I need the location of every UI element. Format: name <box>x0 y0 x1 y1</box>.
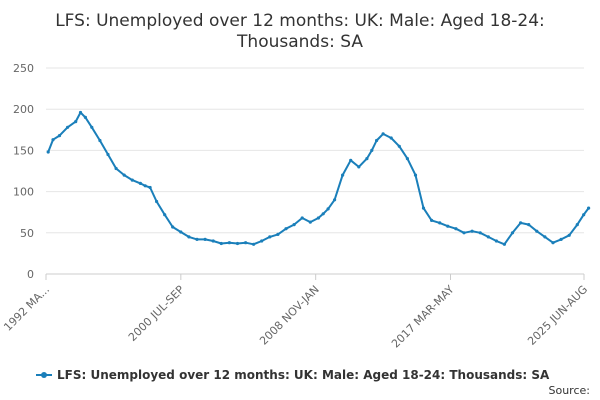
grid-lines <box>46 67 584 234</box>
data-point[interactable] <box>527 223 531 227</box>
chart-title-line-1: LFS: Unemployed over 12 months: UK: Male… <box>55 11 545 31</box>
data-point[interactable] <box>454 227 458 231</box>
data-point[interactable] <box>381 132 385 136</box>
data-point[interactable] <box>114 166 118 171</box>
data-point[interactable] <box>438 221 442 225</box>
data-point[interactable] <box>370 148 374 152</box>
data-point[interactable] <box>543 235 547 239</box>
source-label[interactable]: Source: <box>549 384 591 397</box>
data-point[interactable] <box>155 199 159 204</box>
data-point[interactable] <box>122 173 126 177</box>
data-point[interactable] <box>519 221 523 225</box>
data-point[interactable] <box>375 138 379 143</box>
data-point[interactable] <box>535 229 539 233</box>
data-point[interactable] <box>316 216 320 220</box>
data-point[interactable] <box>587 206 591 210</box>
data-point[interactable] <box>559 237 563 241</box>
data-point[interactable] <box>268 235 272 239</box>
data-point[interactable] <box>300 216 304 220</box>
data-point[interactable] <box>106 152 110 157</box>
data-point[interactable] <box>74 120 78 124</box>
data-point[interactable] <box>179 230 183 234</box>
data-point[interactable] <box>421 206 426 210</box>
x-tick-label-4: 2025 JUN-AUG <box>525 283 590 348</box>
chart-title-line-2: Thousands: SA <box>236 32 363 52</box>
data-point[interactable] <box>252 242 256 246</box>
data-point[interactable] <box>405 157 409 161</box>
data-point[interactable] <box>211 239 215 243</box>
series-line-0[interactable] <box>47 111 590 246</box>
x-tick-label-0: 1992 MA... <box>1 283 52 334</box>
data-point[interactable] <box>333 198 337 202</box>
data-point[interactable] <box>308 220 312 224</box>
data-point[interactable] <box>163 213 167 217</box>
data-point[interactable] <box>284 227 288 231</box>
series-group <box>46 110 591 246</box>
data-point[interactable] <box>567 233 571 237</box>
data-point[interactable] <box>502 242 506 246</box>
data-point[interactable] <box>227 241 231 245</box>
data-point[interactable] <box>46 150 50 154</box>
data-point[interactable] <box>413 173 418 177</box>
data-point[interactable] <box>51 138 55 142</box>
data-point[interactable] <box>478 231 482 235</box>
y-tick-label-2: 100 <box>13 186 34 199</box>
data-point[interactable] <box>195 237 199 241</box>
data-point[interactable] <box>98 138 102 143</box>
data-point[interactable] <box>143 184 147 188</box>
chart-title: LFS: Unemployed over 12 months: UK: Male… <box>55 11 545 52</box>
data-point[interactable] <box>575 223 579 227</box>
data-point[interactable] <box>90 125 94 129</box>
data-point[interactable] <box>357 165 361 169</box>
data-point[interactable] <box>365 157 369 161</box>
y-tick-label-3: 150 <box>13 144 34 157</box>
data-point[interactable] <box>78 110 83 115</box>
data-point[interactable] <box>397 144 401 148</box>
data-point[interactable] <box>430 218 434 222</box>
data-point[interactable] <box>462 231 466 235</box>
data-point[interactable] <box>148 185 152 190</box>
data-point[interactable] <box>321 212 325 216</box>
data-point[interactable] <box>494 239 498 243</box>
x-tick-label-1: 2000 JUL-SEP <box>126 283 187 344</box>
data-point[interactable] <box>582 213 586 217</box>
data-point[interactable] <box>276 232 280 236</box>
data-point[interactable] <box>349 158 353 162</box>
data-point[interactable] <box>292 223 296 227</box>
data-point[interactable] <box>486 235 490 239</box>
legend-dot-marker <box>41 372 47 378</box>
data-point[interactable] <box>66 125 70 129</box>
y-tick-label-0: 0 <box>27 268 34 281</box>
data-point[interactable] <box>244 241 248 245</box>
data-point[interactable] <box>130 178 134 182</box>
y-axis-ticks: 0 50 100 150 200 250 <box>13 62 34 281</box>
data-point[interactable] <box>83 115 87 119</box>
data-point[interactable] <box>138 181 142 185</box>
data-point[interactable] <box>235 241 240 246</box>
data-point[interactable] <box>260 239 264 243</box>
data-point[interactable] <box>203 237 207 241</box>
y-tick-label-4: 200 <box>13 103 34 116</box>
data-point[interactable] <box>187 235 191 239</box>
x-tick-label-3: 2017 MAR-MAY <box>389 283 457 351</box>
legend-label: LFS: Unemployed over 12 months: UK: Male… <box>57 368 550 382</box>
data-point[interactable] <box>470 229 474 233</box>
x-tick-label-2: 2008 NOV-JAN <box>257 283 322 348</box>
data-point[interactable] <box>341 173 345 177</box>
data-point[interactable] <box>219 241 223 246</box>
legend[interactable]: LFS: Unemployed over 12 months: UK: Male… <box>36 368 550 382</box>
data-point[interactable] <box>551 241 555 245</box>
data-point[interactable] <box>510 231 515 235</box>
data-point[interactable] <box>326 207 330 211</box>
y-tick-label-5: 250 <box>13 62 34 75</box>
data-point[interactable] <box>389 136 393 140</box>
data-point[interactable] <box>57 134 62 138</box>
data-point[interactable] <box>171 225 175 229</box>
data-point[interactable] <box>446 224 450 228</box>
y-tick-label-1: 50 <box>20 227 34 240</box>
x-axis: 1992 MA... 2000 JUL-SEP 2008 NOV-JAN 2017 M… <box>1 273 590 351</box>
